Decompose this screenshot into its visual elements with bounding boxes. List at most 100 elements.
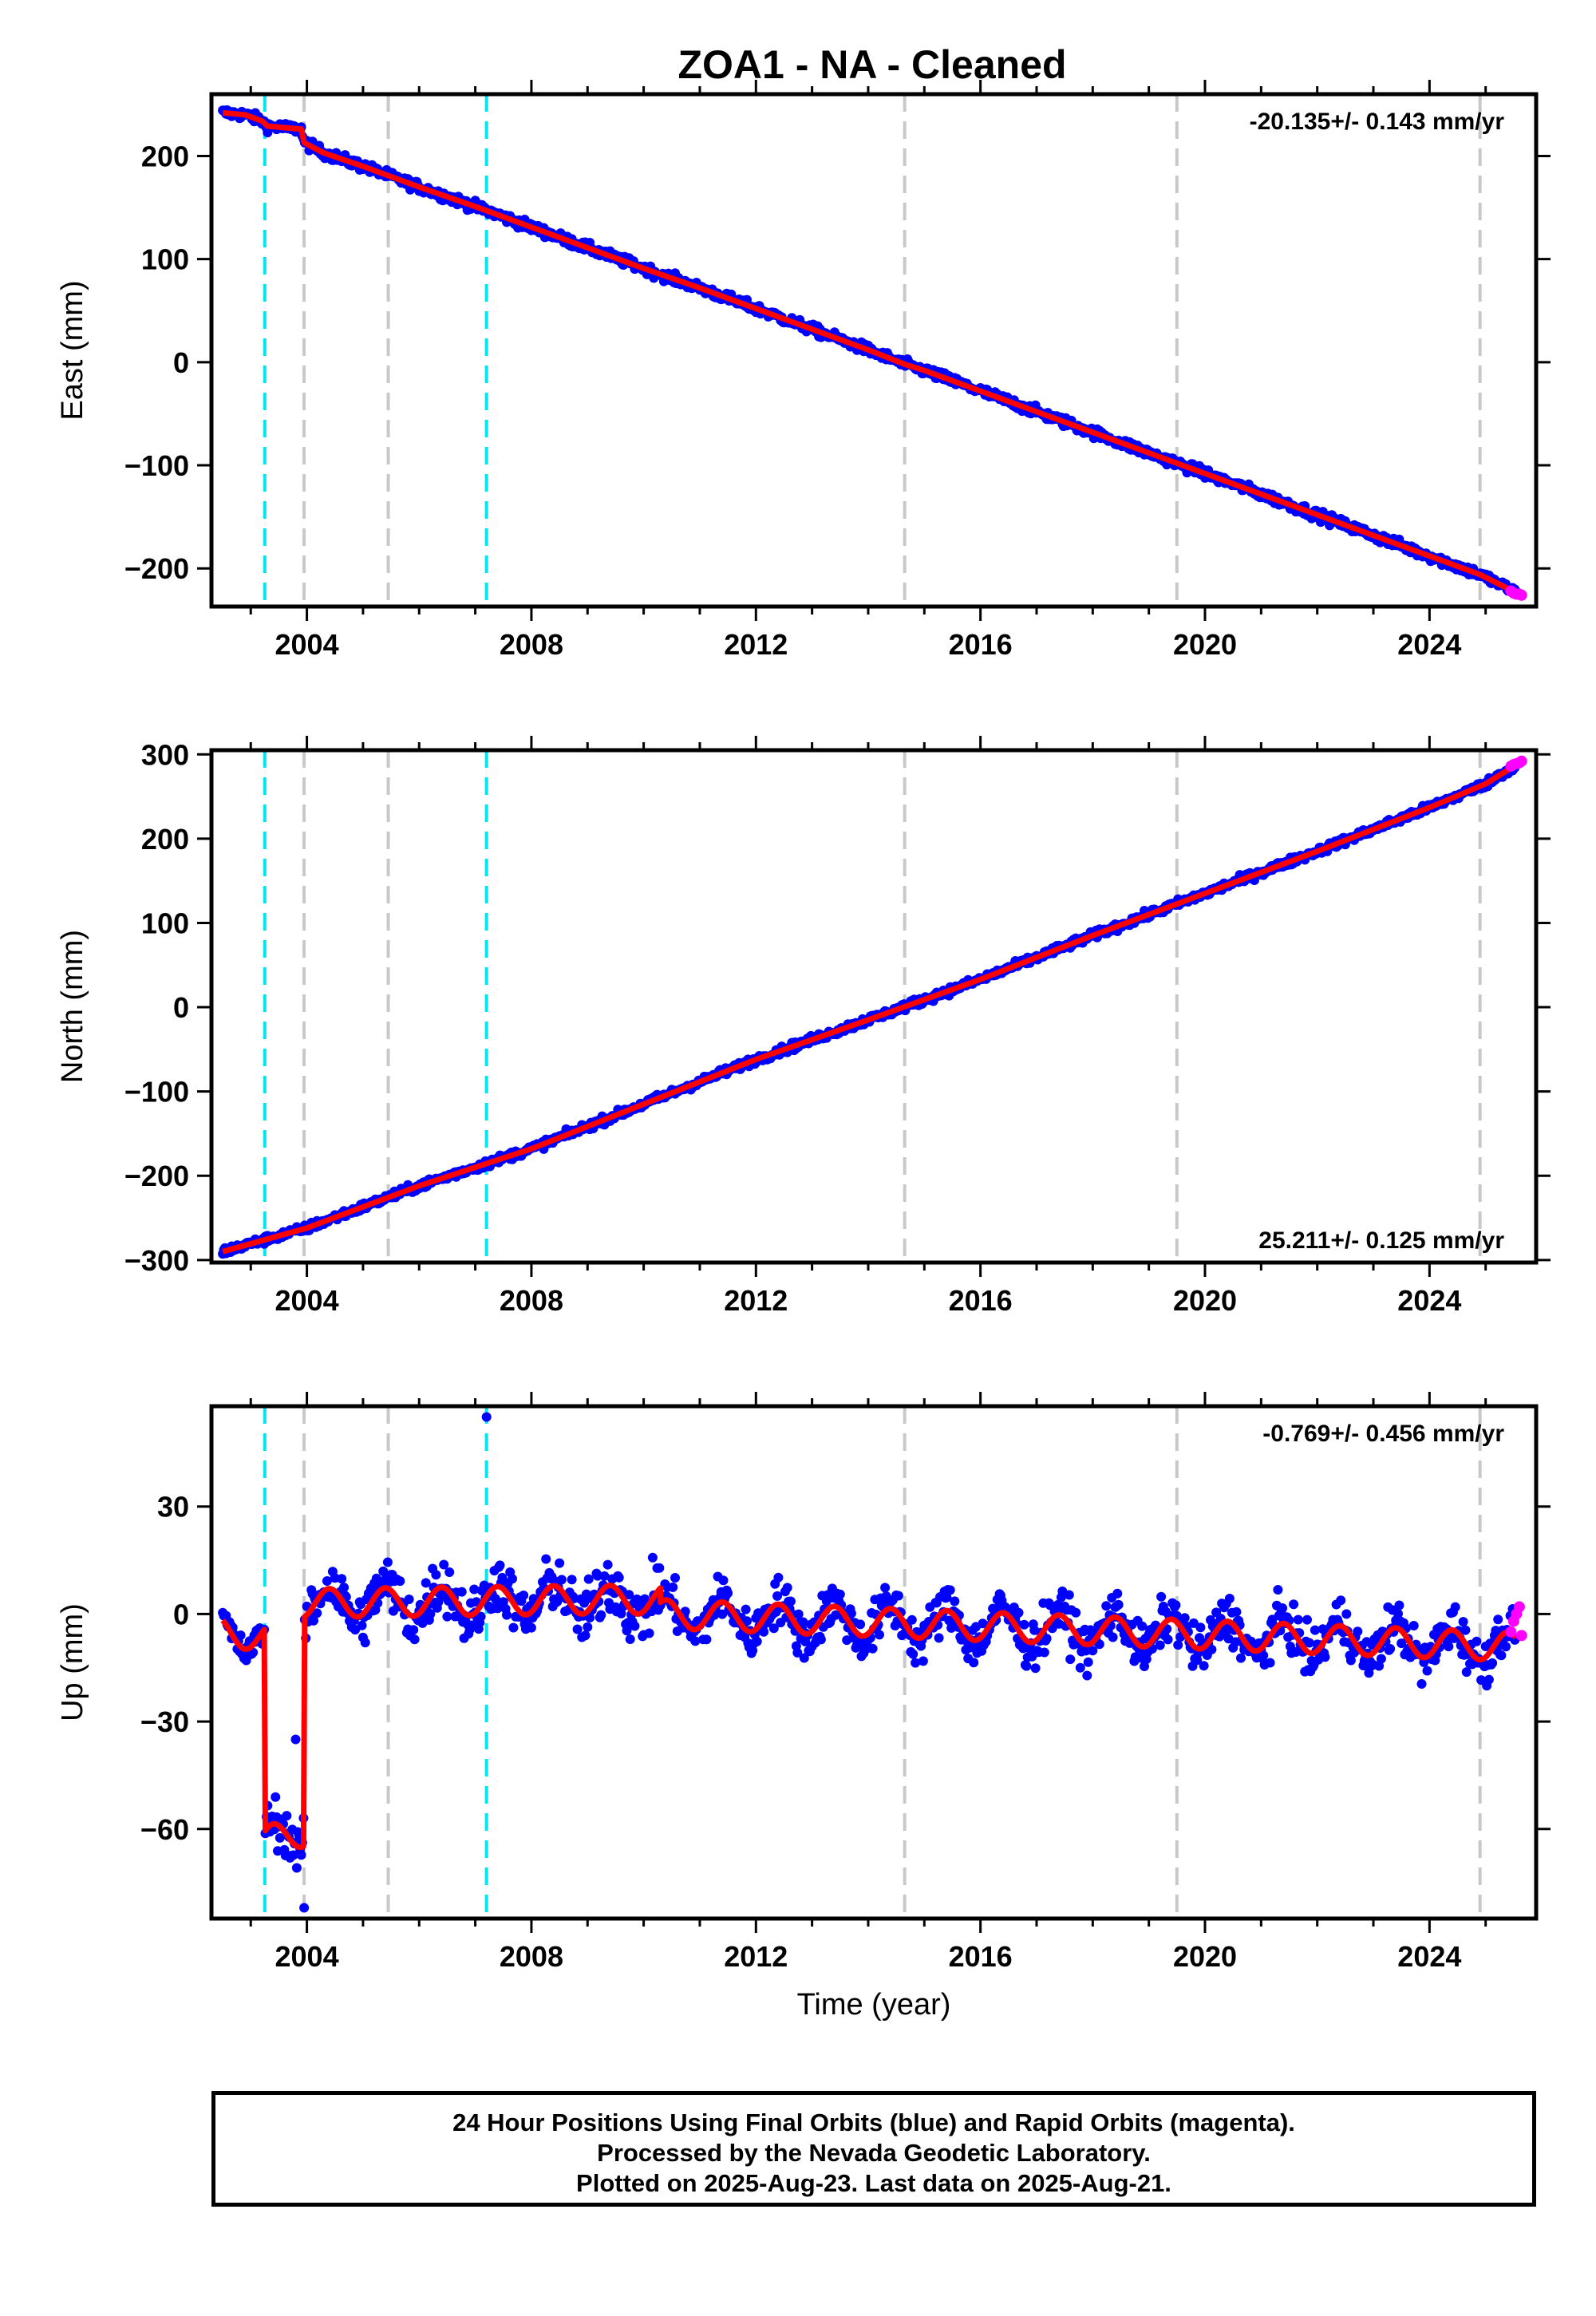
final-orbit-point: [404, 1595, 414, 1604]
final-orbit-point: [1408, 1621, 1419, 1630]
final-orbit-point: [1080, 1646, 1091, 1656]
final-orbit-point: [1199, 1661, 1209, 1671]
final-orbit-point: [1224, 1594, 1235, 1603]
rapid-orbit-point: [1515, 1630, 1527, 1642]
final-orbit-point: [282, 1811, 292, 1821]
final-orbit-point: [1195, 1622, 1206, 1633]
plot-area: [218, 94, 1527, 607]
final-orbit-point: [395, 1576, 405, 1587]
final-orbit-point: [555, 1558, 565, 1568]
x-tick-label: 2024: [1397, 628, 1461, 661]
final-orbit-point: [1396, 1638, 1407, 1649]
final-orbit-point: [583, 1622, 593, 1632]
final-orbit-point: [793, 1609, 804, 1619]
footer-line-1: 24 Hour Positions Using Final Orbits (bl…: [452, 2109, 1295, 2136]
figure-title: ZOA1 - NA - Cleaned: [678, 42, 1066, 87]
final-orbit-point: [425, 1609, 436, 1619]
y-tick-label: 0: [173, 991, 189, 1024]
final-orbit-point: [945, 1585, 955, 1595]
final-orbit-point: [668, 1582, 678, 1592]
final-orbit-point: [1065, 1654, 1076, 1665]
final-orbit-point: [907, 1614, 917, 1625]
velocity-rate-label: -0.769+/- 0.456 mm/yr: [1262, 1421, 1504, 1447]
final-orbit-point: [1345, 1655, 1356, 1666]
final-orbit-point: [759, 1626, 769, 1637]
final-orbit-point: [1460, 1625, 1471, 1635]
x-tick-label: 2020: [1173, 628, 1237, 661]
final-orbit-point: [748, 1646, 758, 1656]
final-orbit-point: [1289, 1599, 1299, 1610]
y-tick-label: 200: [141, 823, 189, 856]
final-orbit-point: [768, 1623, 779, 1634]
final-orbit-point: [1422, 1666, 1432, 1676]
rapid-orbit-point: [1515, 589, 1527, 601]
y-tick-label: 200: [141, 140, 189, 173]
final-orbit-point: [1458, 1617, 1468, 1627]
x-tick-label: 2004: [275, 1940, 339, 1973]
y-tick-label: −200: [124, 1160, 189, 1192]
final-orbit-point: [1088, 1646, 1098, 1656]
final-orbit-point: [670, 1573, 680, 1583]
final-orbit-point: [893, 1591, 903, 1601]
plot-frame: [209, 1404, 1539, 1921]
final-orbit-point: [785, 1596, 796, 1607]
rapid-orbit-point: [1515, 755, 1527, 767]
final-orbit-point: [508, 1574, 517, 1584]
y-tick-label: 0: [173, 346, 189, 379]
y-tick-label: 100: [141, 243, 189, 276]
final-orbit-point: [1258, 1650, 1269, 1661]
x-tick-label: 2004: [275, 628, 339, 661]
final-orbit-point: [357, 1620, 367, 1630]
final-orbit-point: [1094, 1639, 1104, 1650]
y-tick-label: −200: [124, 552, 189, 585]
final-orbit-point: [1039, 1647, 1049, 1658]
final-orbit-point: [969, 1658, 979, 1668]
y-axis-label: North (mm): [56, 930, 89, 1083]
final-orbit-point: [717, 1609, 728, 1619]
final-orbit-point: [614, 1572, 624, 1583]
velocity-rate-label: -20.135+/- 0.143 mm/yr: [1250, 109, 1505, 135]
final-orbit-point: [1155, 1640, 1165, 1650]
final-orbit-point: [469, 1584, 480, 1595]
final-orbit-point: [299, 1903, 310, 1913]
x-tick-label: 2016: [949, 1940, 1013, 1973]
final-orbit-point: [592, 1571, 602, 1581]
final-orbit-point: [1013, 1607, 1024, 1618]
final-orbit-point: [476, 1611, 486, 1622]
footer-line-2: Processed by the Nevada Geodetic Laborat…: [597, 2139, 1151, 2167]
final-orbit-point: [1231, 1607, 1242, 1617]
y-tick-label: 300: [141, 738, 189, 771]
x-tick-label: 2024: [1397, 1940, 1461, 1973]
final-orbit-point: [1173, 1640, 1183, 1650]
final-orbit-point: [442, 1611, 452, 1622]
final-orbit-point: [1416, 1679, 1427, 1689]
x-tick-label: 2024: [1397, 1284, 1461, 1317]
final-orbit-point: [1071, 1607, 1081, 1618]
final-orbit-point: [1290, 1647, 1301, 1657]
final-orbit-point: [1450, 1602, 1460, 1612]
x-tick-label: 2020: [1173, 1284, 1237, 1317]
final-orbit-point: [723, 1588, 733, 1599]
final-orbit-point: [481, 1412, 492, 1422]
final-orbit-point: [1113, 1599, 1124, 1610]
final-orbit-point: [1472, 1636, 1482, 1646]
final-orbit-point: [816, 1634, 826, 1645]
final-orbit-point: [1082, 1670, 1092, 1681]
final-orbit-point: [502, 1610, 512, 1620]
final-orbit-point: [235, 1630, 246, 1640]
final-orbit-point: [1192, 1655, 1203, 1666]
final-orbit-point: [1041, 1634, 1052, 1644]
final-orbit-point: [1496, 1650, 1507, 1661]
x-tick-label: 2008: [500, 1284, 563, 1317]
y-tick-label: −60: [140, 1813, 189, 1846]
final-orbit-point: [772, 1591, 782, 1601]
final-orbit-point: [519, 1591, 529, 1600]
model-fit-line: [220, 1583, 1519, 1851]
x-tick-label: 2016: [949, 1284, 1013, 1317]
rapid-orbit-point: [1505, 1626, 1517, 1638]
y-axis-label: East (mm): [56, 280, 89, 420]
final-orbit-point: [1302, 1614, 1312, 1625]
x-tick-label: 2016: [949, 628, 1013, 661]
plot-area: [218, 750, 1527, 1263]
y-tick-label: 100: [141, 907, 189, 939]
